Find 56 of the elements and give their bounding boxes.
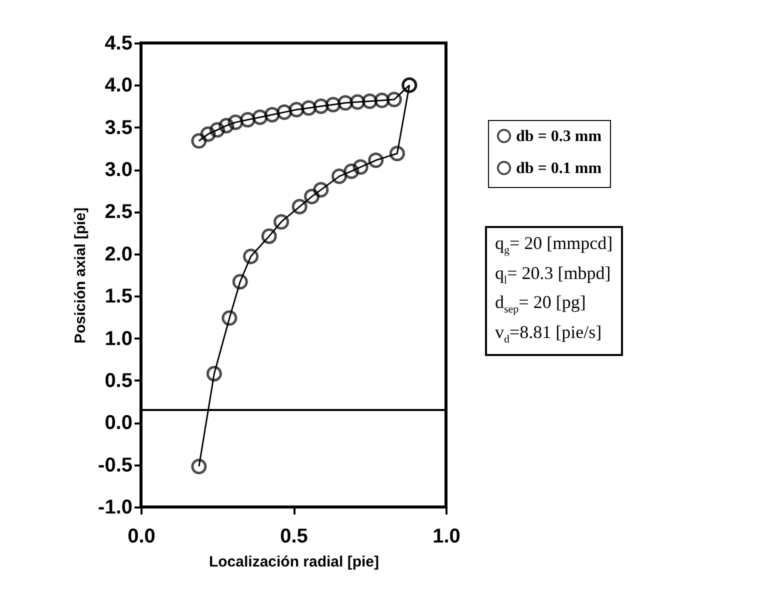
text: q$_{g}$= 20 [mmpcd] (495, 232, 613, 259)
point (300, 100, 317, 116)
point (288, 102, 304, 118)
y-tick-label: 0.0 (104, 412, 132, 434)
point (191, 133, 207, 149)
point (331, 168, 348, 184)
y-tick-label: 4.0 (104, 74, 132, 97)
point (218, 118, 234, 134)
point (313, 98, 329, 114)
point (352, 159, 368, 175)
point (313, 182, 329, 198)
point (344, 163, 360, 179)
point (243, 248, 259, 264)
point (386, 92, 402, 108)
legend-label: db = 0.3 mm (516, 128, 602, 145)
y-tick-label: 2.0 (104, 243, 132, 266)
text: v$_{d}$=8.81 [pie/s] (495, 320, 603, 348)
x-tick-label: 1.0 (432, 526, 460, 548)
point (362, 93, 378, 109)
y-axis-title: Posición axial [pie] (72, 208, 90, 344)
point (368, 152, 384, 168)
x-tick-label: 0.0 (128, 526, 156, 548)
point (338, 95, 354, 111)
point (350, 94, 366, 110)
point (222, 310, 238, 326)
point (200, 126, 216, 142)
y-tick-label: 0.5 (104, 370, 132, 392)
y-tick-label: -0.5 (98, 454, 132, 476)
y-tick-label: 4.5 (104, 32, 132, 54)
point (274, 214, 290, 230)
point (304, 188, 320, 204)
y-tick-label: 1.0 (104, 328, 132, 350)
y-tick-label: 1.5 (104, 286, 132, 308)
point (252, 109, 268, 125)
point (206, 366, 222, 382)
point (374, 92, 390, 108)
y-tick-label: 2.5 (104, 201, 132, 224)
point (240, 112, 256, 128)
y-tick-label: -1.0 (98, 496, 132, 518)
x-axis-title: Localización radial [pie] (208, 554, 380, 570)
point (276, 104, 292, 120)
y-tick-label: 3.0 (104, 159, 132, 182)
x-tick-label: 0.5 (280, 526, 308, 548)
point (261, 228, 277, 244)
text: d$_{sep}$= 20 [pg] (495, 291, 587, 318)
point (209, 122, 226, 138)
point (389, 146, 405, 162)
point (232, 274, 248, 290)
point (228, 114, 244, 130)
text: q$_{l}$= 20.3 [mbpd] (495, 262, 612, 288)
point (325, 96, 341, 112)
point (191, 458, 207, 474)
point (292, 198, 308, 214)
y-tick-label: 3.5 (104, 116, 132, 139)
legend-label: db = 0.1 mm (516, 160, 602, 177)
point (264, 106, 280, 122)
